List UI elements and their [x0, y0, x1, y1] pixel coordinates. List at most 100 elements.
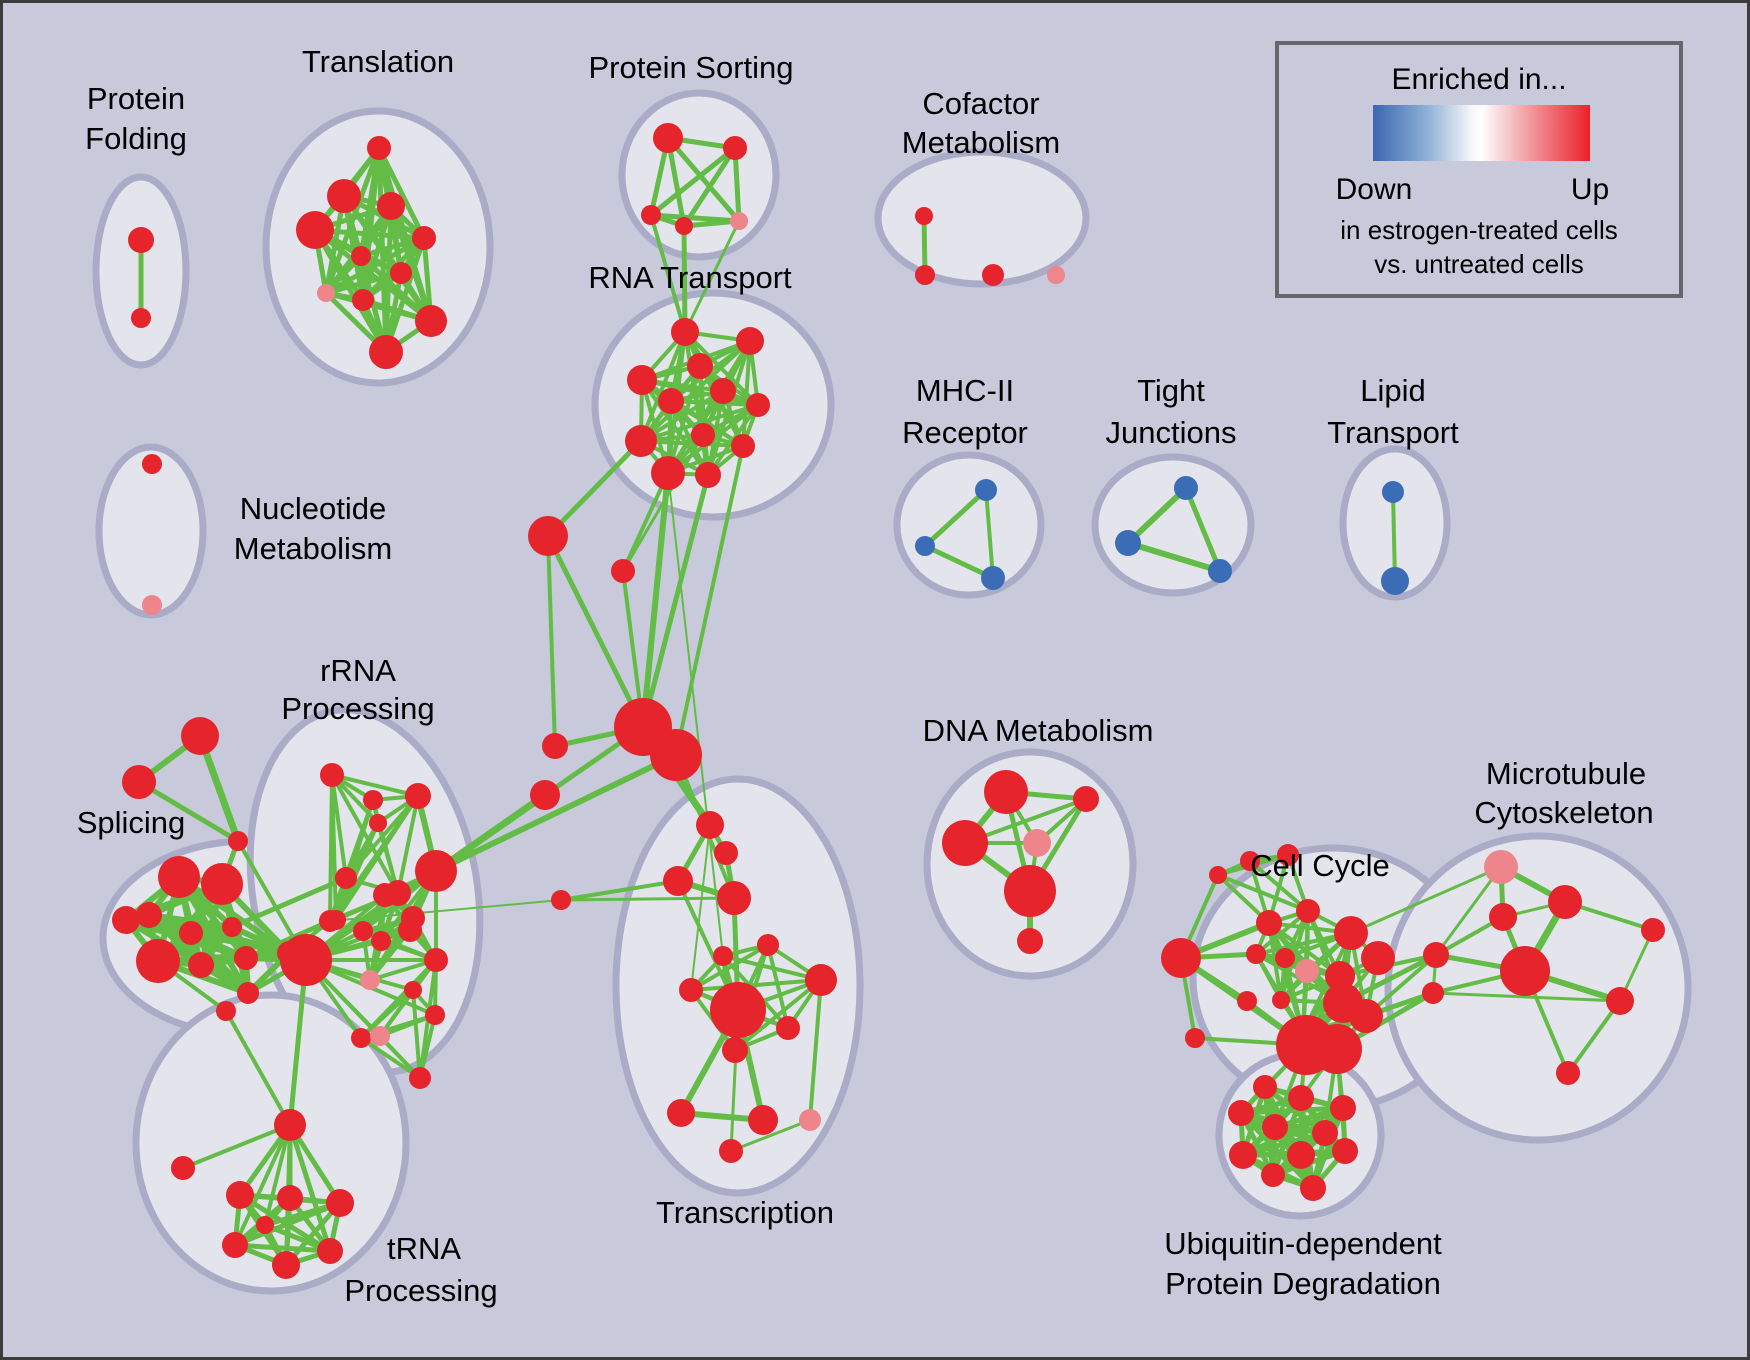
gene-set-node-r3 [405, 783, 431, 809]
gene-set-node-dm6 [1017, 928, 1043, 954]
gene-set-node-lt1 [1382, 481, 1404, 503]
gene-set-node-tr9 [352, 289, 374, 311]
edge-b2-mt5 [1432, 991, 1621, 1003]
edge-cc7-mt1 [1350, 865, 1502, 935]
gene-set-node-tr7 [390, 262, 412, 284]
gene-set-node-tj1 [1174, 476, 1198, 500]
gene-set-node-mt1 [1484, 850, 1518, 884]
gene-set-node-rnt10 [731, 434, 755, 458]
network-figure: Protein Folding Translation Protein Sorting… [77, 44, 1692, 1308]
gene-set-node-r1 [320, 763, 344, 787]
gene-set-node-tn6 [222, 1232, 248, 1258]
edge-mh1-mh3 [984, 489, 995, 579]
gene-set-node-tc10 [776, 1016, 800, 1040]
cluster-label-cofactor-metabolism-line1: Cofactor [922, 86, 1039, 121]
gene-set-node-rnt7 [746, 393, 770, 417]
edge-rnt2-rnt10 [741, 340, 752, 447]
gene-set-node-mt3 [1489, 903, 1517, 931]
gene-set-node-tc12 [667, 1099, 695, 1127]
gene-set-node-r14 [401, 906, 425, 930]
edge-tr7-tr8 [325, 270, 402, 296]
cluster-label-mhc-ii-receptor-line1: MHC-II [916, 373, 1014, 408]
edge-ub6-ub7 [1242, 1130, 1326, 1158]
edge-rnt7-rnt9 [640, 403, 759, 443]
edge-rnt11-tc5 [667, 472, 724, 957]
gene-set-node-s6 [136, 939, 180, 983]
gene-set-node-tr10 [415, 305, 447, 337]
gene-set-node-tr4 [296, 211, 334, 249]
gene-set-node-r4 [369, 814, 387, 832]
gene-set-node-tc15 [719, 1139, 743, 1163]
edge-v1-k1 [546, 535, 557, 747]
gene-set-node-tn7 [272, 1251, 300, 1279]
gene-set-node-b1 [1423, 942, 1449, 968]
gene-set-node-pf1 [128, 227, 154, 253]
gene-set-node-tn9 [256, 1216, 274, 1234]
gene-set-node-rnt6 [710, 378, 736, 404]
cluster-label-lipid-transport-line2: Transport [1327, 415, 1459, 450]
gene-set-node-cc19 [1240, 851, 1260, 871]
gene-set-node-tc6 [757, 934, 779, 956]
cluster-ellipse-cofactor-metabolism [874, 148, 1090, 288]
edge-tn1-tn6 [233, 1124, 292, 1246]
edge-mh2-mh3 [923, 543, 995, 581]
gene-set-node-tc1 [696, 811, 724, 839]
edge-tj1-tj2 [1125, 485, 1189, 546]
gene-set-node-cf2 [915, 265, 935, 285]
cluster-label-translation-line1: Translation [302, 44, 454, 79]
edge-rnt6-rnt12 [706, 390, 725, 476]
gene-set-node-ub5 [1262, 1114, 1288, 1140]
legend-box: Enriched in... Down Up in estrogen-treat… [1275, 41, 1683, 298]
gene-set-node-tj2 [1115, 530, 1141, 556]
cluster-label-nucleotide-metabolism-line2: Metabolism [234, 531, 393, 566]
gene-set-node-ub11 [1300, 1175, 1326, 1201]
edge-tc1-tc7 [690, 824, 711, 991]
gene-set-node-tn8 [317, 1238, 343, 1264]
gene-set-node-s1 [158, 856, 200, 898]
gene-set-node-cc6 [1275, 948, 1295, 968]
edge-mh1-mh2 [923, 488, 988, 548]
gene-set-node-tc4 [717, 881, 751, 915]
gene-set-node-s7 [112, 906, 140, 934]
edge-r11-tn1 [287, 959, 309, 1126]
edge-ub3-ub11 [1239, 1111, 1315, 1190]
gene-set-node-s2 [201, 863, 243, 905]
edge-tn1-tn9 [263, 1124, 292, 1226]
gene-set-node-cc10 [1325, 961, 1355, 991]
cluster-label-ubiquitin-degradation-line2: Protein Degradation [1165, 1266, 1441, 1301]
cluster-ellipse-nucleotide-metabolism [95, 443, 207, 619]
cluster-label-rrna-processing-line2: Processing [281, 691, 434, 726]
cluster-label-cofactor-metabolism-line2: Metabolism [902, 125, 1061, 160]
gene-set-node-k1 [542, 733, 568, 759]
edge-r19-r22 [411, 989, 422, 1079]
gene-set-node-rnt11 [651, 456, 685, 490]
cluster-ellipse-mhc-ii-receptor [893, 451, 1045, 599]
cluster-label-tight-junctions-line1: Tight [1137, 373, 1205, 408]
cluster-label-microtubule-cytoskeleton-line2: Cytoskeleton [1474, 795, 1653, 830]
gene-set-node-rnt9 [625, 425, 657, 457]
edge-r1-r8 [328, 774, 334, 922]
gene-set-node-tc2 [714, 841, 738, 865]
gene-set-node-ps2 [723, 136, 747, 160]
gene-set-node-mh2 [915, 536, 935, 556]
gene-set-node-rnt2 [736, 327, 764, 355]
cluster-label-ubiquitin-degradation-line1: Ubiquitin-dependent [1164, 1226, 1442, 1261]
gene-set-node-r11 [280, 934, 332, 986]
gene-set-node-t1 [181, 717, 219, 755]
gene-set-node-mt5 [1606, 987, 1634, 1015]
gene-set-node-cc2 [1185, 1028, 1205, 1048]
edge-tr4-tr11 [312, 228, 389, 354]
cluster-label-tight-junctions-line2: Junctions [1106, 415, 1237, 450]
gene-set-node-cc7 [1334, 916, 1368, 950]
gene-set-node-r9 [353, 921, 373, 941]
edge-rnt9-v1 [546, 439, 643, 538]
gene-set-node-tr6 [351, 246, 371, 266]
gene-set-node-nm2 [142, 595, 162, 615]
gene-set-node-v2 [611, 559, 635, 583]
gene-set-node-tn3 [226, 1181, 254, 1209]
gene-set-node-r17 [326, 910, 346, 930]
edge-tc14-tc15 [730, 1118, 811, 1153]
gene-set-node-r6 [335, 867, 357, 889]
gene-set-node-cf1 [915, 207, 933, 225]
cluster-label-splicing-line1: Splicing [77, 805, 186, 840]
